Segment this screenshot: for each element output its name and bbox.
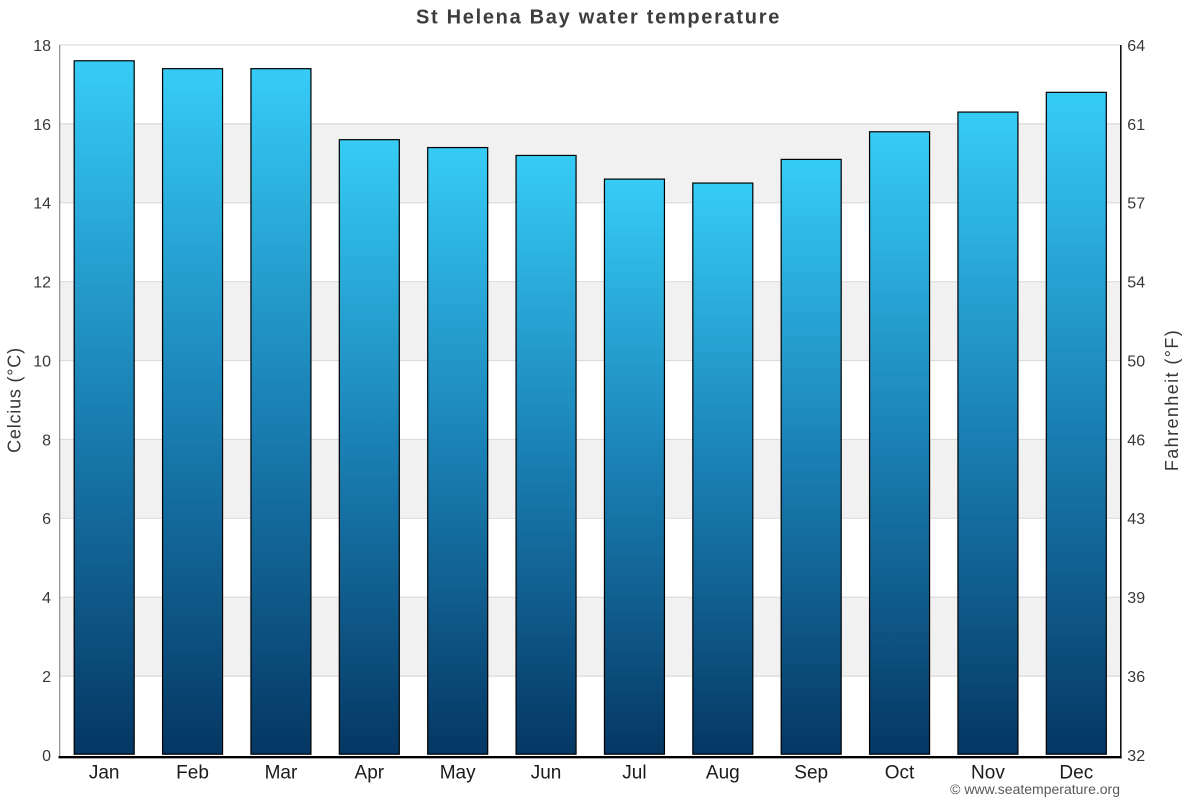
svg-text:50: 50 (1127, 353, 1145, 370)
svg-text:Nov: Nov (971, 763, 1005, 784)
svg-text:2: 2 (42, 669, 51, 686)
svg-text:18: 18 (33, 38, 51, 55)
svg-text:Jan: Jan (89, 763, 120, 784)
svg-text:Jul: Jul (622, 763, 646, 784)
svg-text:Mar: Mar (265, 763, 298, 784)
svg-text:46: 46 (1127, 432, 1145, 449)
svg-text:14: 14 (33, 196, 51, 213)
svg-text:6: 6 (42, 511, 51, 528)
svg-text:57: 57 (1127, 196, 1145, 213)
svg-text:Apr: Apr (355, 763, 385, 784)
svg-text:61: 61 (1127, 117, 1145, 134)
svg-text:May: May (440, 763, 476, 784)
svg-text:Dec: Dec (1059, 763, 1093, 784)
svg-text:Jun: Jun (531, 763, 562, 784)
svg-text:Feb: Feb (176, 763, 209, 784)
svg-text:54: 54 (1127, 275, 1145, 292)
svg-text:Aug: Aug (706, 763, 740, 784)
svg-text:© www.seatemperature.org: © www.seatemperature.org (950, 781, 1120, 797)
svg-text:64: 64 (1127, 38, 1145, 55)
svg-text:12: 12 (33, 275, 51, 292)
svg-text:Oct: Oct (885, 763, 915, 784)
svg-text:Sep: Sep (794, 763, 828, 784)
svg-text:4: 4 (42, 590, 51, 607)
svg-text:Fahrenheit (°F): Fahrenheit (°F) (1162, 329, 1182, 471)
svg-text:32: 32 (1127, 748, 1145, 765)
svg-text:36: 36 (1127, 669, 1145, 686)
svg-text:39: 39 (1127, 590, 1145, 607)
svg-text:St Helena Bay water temperatur: St Helena Bay water temperature (416, 6, 781, 28)
svg-text:16: 16 (33, 117, 51, 134)
svg-text:8: 8 (42, 432, 51, 449)
svg-text:0: 0 (42, 748, 51, 765)
svg-text:10: 10 (33, 353, 51, 370)
svg-text:43: 43 (1127, 511, 1145, 528)
svg-text:Celcius (°C): Celcius (°C) (5, 347, 25, 453)
